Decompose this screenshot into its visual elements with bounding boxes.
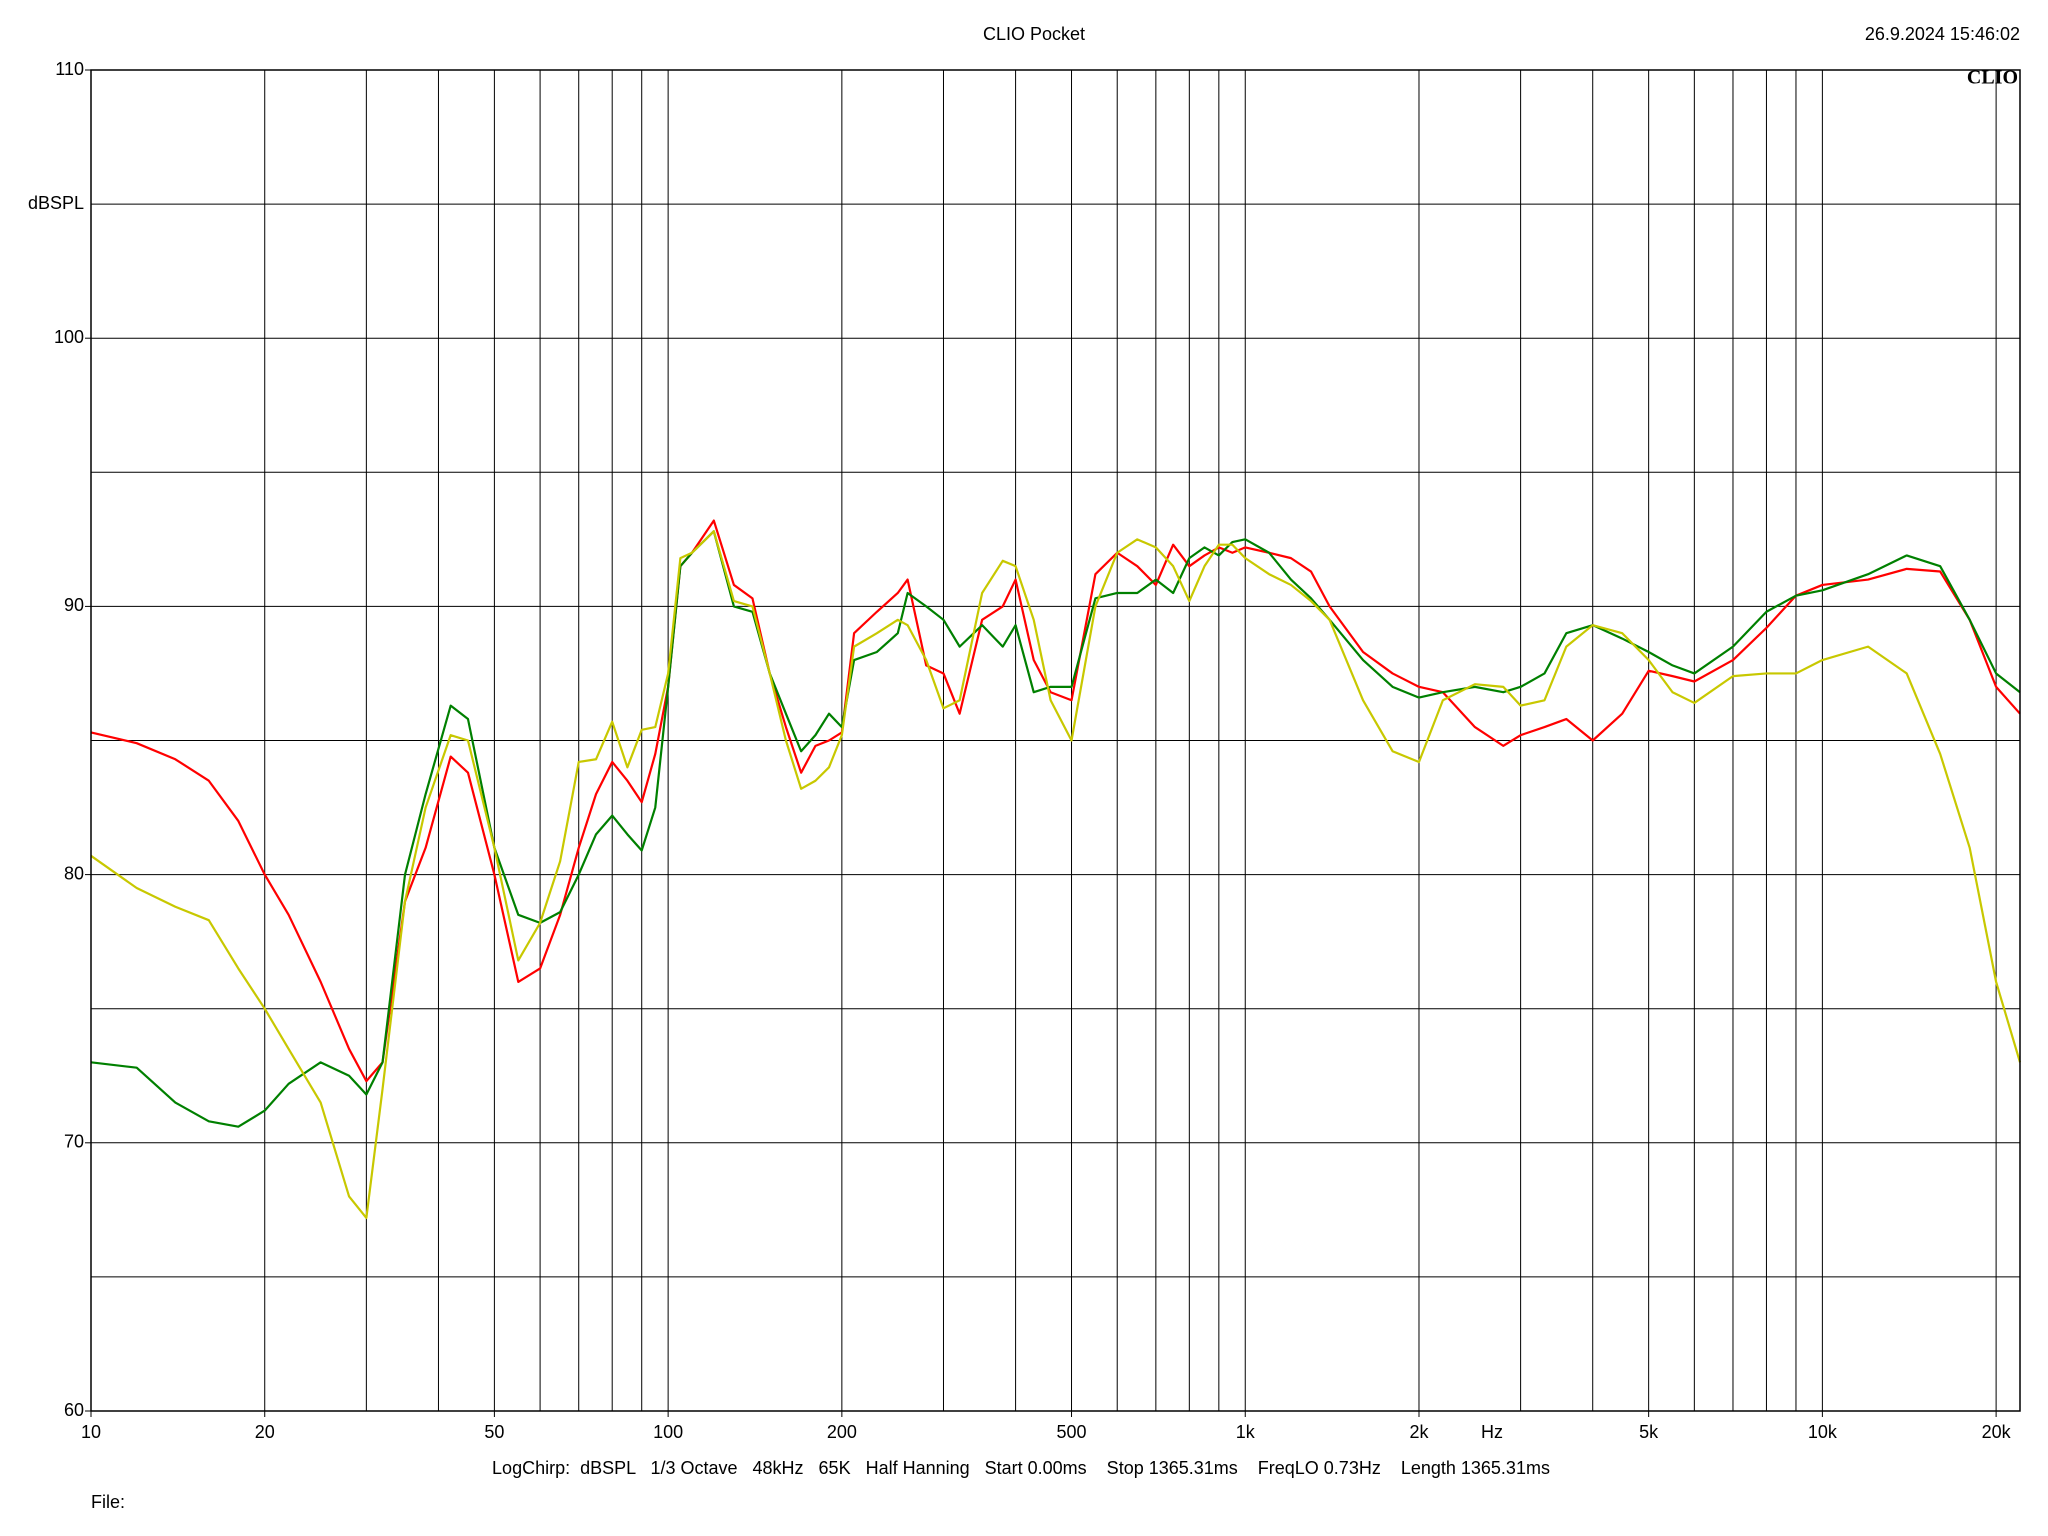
x-tick-label: 1k [1236,1422,1256,1442]
response-line [90,530,2022,1219]
plot-frame [90,69,2021,1412]
file-label: File: [91,1492,125,1512]
x-tick-label: 20 [255,1422,275,1442]
x-tick-label: 500 [1056,1422,1086,1442]
x-tick-label: 5k [1639,1422,1659,1442]
x-axis-label: Hz [1481,1422,1503,1442]
response-line [90,519,2021,1083]
logo: CLIO [1967,67,2018,89]
plot-lines [90,519,2022,1219]
x-tick-label: 20k [1982,1422,2012,1442]
y-tick-label: 100 [54,327,84,347]
footer: LogChirp: dBSPL 1/3 Octave 48kHz 65K Hal… [492,1458,1550,1478]
y-axis-label: dBSPL [28,193,84,213]
y-tick-label: 60 [64,1400,84,1420]
y-tick-label: 70 [64,1132,84,1152]
response-line [90,530,2021,1128]
y-tick-label: 80 [64,863,84,883]
x-tick-label: 2k [1409,1422,1429,1442]
y-tick-label: 110 [55,59,84,79]
x-tick-label: 100 [653,1422,683,1442]
x-tick-label: 10k [1808,1422,1838,1442]
timestamp: 26.9.2024 15:46:02 [1865,24,2020,44]
x-tick-label: 50 [484,1422,504,1442]
x-tick-label: 200 [827,1422,857,1442]
chart-title: CLIO Pocket [983,24,1085,44]
grid [85,69,2020,1417]
y-tick-label: 90 [64,595,84,615]
x-tick-label: 10 [81,1422,101,1442]
